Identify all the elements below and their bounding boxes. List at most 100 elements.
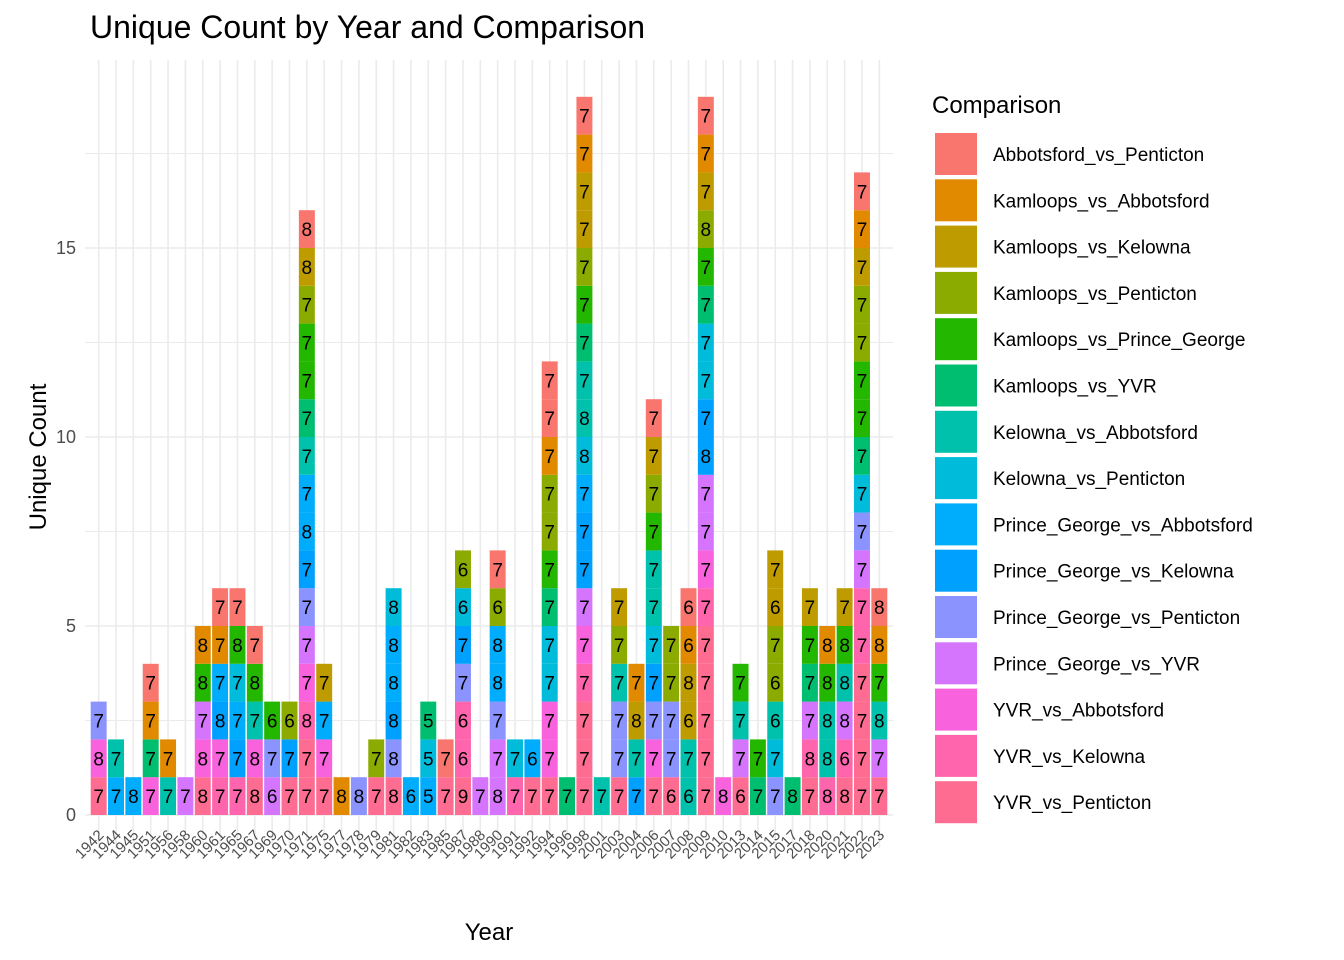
bar-segment: [541, 550, 558, 589]
bar-segment: [541, 399, 558, 437]
segment-value-label: 7: [93, 787, 104, 808]
bar-segment: [697, 626, 714, 664]
segment-value-label: 8: [787, 787, 798, 808]
segment-value-label: 6: [683, 636, 694, 657]
segment-value-label: 7: [579, 371, 590, 392]
segment-value-label: 6: [527, 749, 538, 770]
bar-segment: [645, 550, 662, 589]
bar-segment: [194, 777, 211, 815]
segment-value-label: 7: [319, 787, 330, 808]
segment-value-label: 6: [267, 712, 278, 733]
segment-value-label: 7: [614, 787, 625, 808]
bar-segment: [246, 663, 263, 702]
bar-segment: [767, 701, 784, 740]
segment-value-label: 7: [614, 749, 625, 770]
segment-value-label: 7: [267, 749, 278, 770]
legend-label: Prince_George_vs_Abbotsford: [993, 515, 1253, 536]
segment-value-label: 7: [857, 636, 868, 657]
segment-value-label: 8: [302, 712, 313, 733]
segment-value-label: 7: [319, 674, 330, 695]
bar-segment: [732, 701, 749, 740]
segment-value-label: 7: [492, 560, 503, 581]
segment-value-label: 7: [649, 712, 660, 733]
segment-value-label: 7: [770, 749, 781, 770]
bar-segment: [853, 437, 870, 475]
segment-value-label: 7: [302, 371, 313, 392]
segment-value-label: 8: [388, 636, 399, 657]
bar-segment: [246, 739, 263, 778]
bar-segment: [142, 739, 159, 778]
bar-segment: [853, 739, 870, 778]
segment-value-label: 8: [388, 674, 399, 695]
bar-segment: [853, 474, 870, 513]
segment-value-label: 7: [579, 182, 590, 203]
segment-value-label: 8: [718, 787, 729, 808]
segment-value-label: 8: [492, 787, 503, 808]
segment-value-label: 7: [857, 371, 868, 392]
bar-segment: [836, 663, 853, 702]
bar-segment: [385, 777, 402, 815]
bar-segment: [680, 626, 697, 664]
bar-segment: [385, 626, 402, 664]
segment-value-label: 7: [614, 636, 625, 657]
segment-value-label: 7: [544, 598, 555, 619]
segment-value-label: 7: [735, 749, 746, 770]
bar-segment: [472, 777, 489, 815]
legend-label: Kamloops_vs_YVR: [993, 377, 1157, 398]
segment-value-label: 7: [649, 674, 660, 695]
bar-segment: [298, 663, 315, 702]
legend-label: Abbotsford_vs_Penticton: [993, 145, 1204, 166]
segment-value-label: 7: [232, 598, 243, 619]
bar-segment: [871, 588, 888, 626]
segment-value-label: 5: [423, 787, 434, 808]
bar-segment: [576, 739, 593, 778]
segment-value-label: 8: [215, 712, 226, 733]
segment-value-label: 7: [579, 560, 590, 581]
bar-segment: [697, 323, 714, 362]
bar-segment: [680, 588, 697, 626]
bar-segment: [576, 134, 593, 173]
bar-segment: [298, 248, 315, 286]
segment-value-label: 8: [874, 712, 885, 733]
bar-segment: [298, 474, 315, 513]
bar-segment: [316, 701, 333, 740]
bar-segment: [541, 512, 558, 551]
bar-segment: [437, 739, 454, 778]
legend-swatch: [935, 225, 977, 268]
bar-segment: [576, 323, 593, 362]
y-tick-label: 5: [66, 616, 76, 636]
segment-value-label: 7: [579, 636, 590, 657]
segment-value-label: 7: [527, 787, 538, 808]
segment-value-label: 6: [267, 787, 278, 808]
segment-value-label: 7: [302, 485, 313, 506]
segment-value-label: 7: [284, 749, 295, 770]
bar-segment: [298, 437, 315, 475]
bar-segment: [697, 701, 714, 740]
segment-value-label: 8: [822, 787, 833, 808]
segment-value-label: 7: [735, 674, 746, 695]
bar-segment: [836, 739, 853, 778]
bar-segment: [836, 626, 853, 664]
segment-value-label: 7: [579, 674, 590, 695]
segment-value-label: 8: [492, 674, 503, 695]
bar-segment: [489, 777, 506, 815]
legend-swatch: [935, 688, 977, 731]
segment-value-label: 7: [544, 523, 555, 544]
bar-segment: [853, 248, 870, 286]
segment-value-label: 7: [197, 712, 208, 733]
segment-value-label: 7: [302, 598, 313, 619]
legend-swatch: [935, 503, 977, 546]
bar-segment: [819, 777, 836, 815]
segment-value-label: 7: [232, 749, 243, 770]
stacked-bars: [90, 96, 888, 815]
legend-swatch: [935, 410, 977, 453]
segment-value-label: 7: [544, 485, 555, 506]
bar-segment: [576, 361, 593, 400]
bar-segment: [767, 588, 784, 626]
bar-segment: [663, 777, 680, 815]
bar-segment: [142, 777, 159, 815]
bar-segment: [801, 588, 818, 626]
bar-segment: [489, 588, 506, 626]
bar-segment: [697, 777, 714, 815]
bar-segment: [90, 777, 107, 815]
